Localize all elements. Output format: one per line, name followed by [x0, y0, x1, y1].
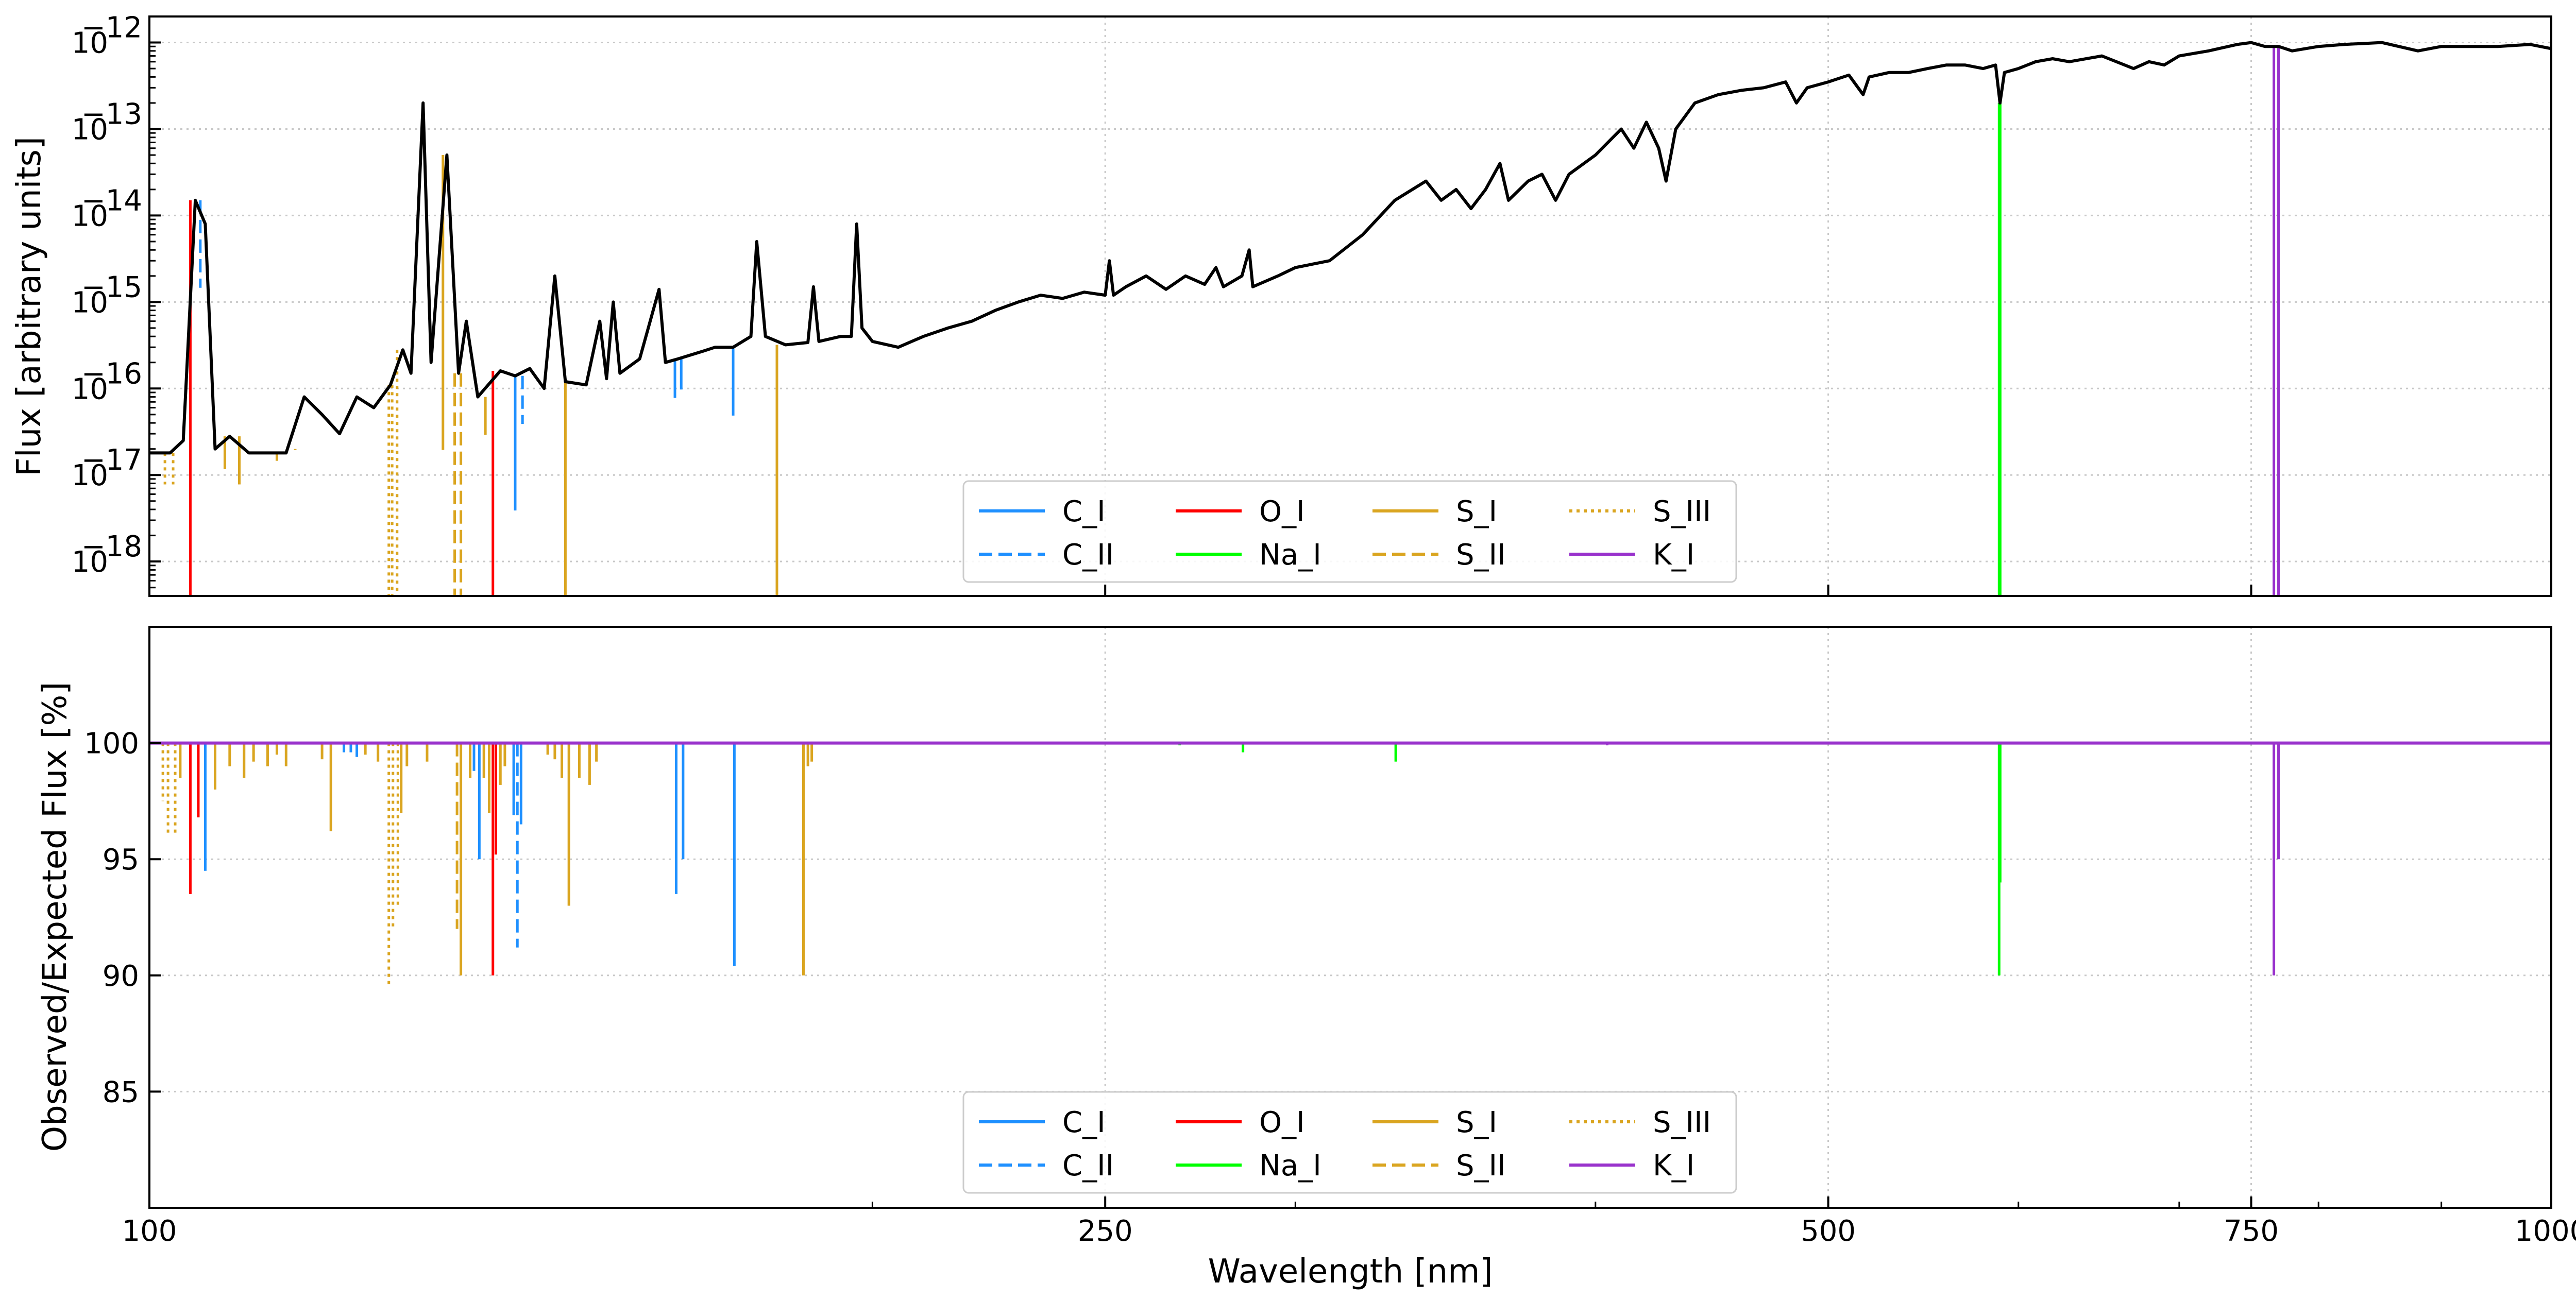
flux-y-tick-exponent: −12 — [81, 11, 142, 45]
flux-legend-label: C_II — [1062, 538, 1114, 572]
flux-y-tick-exponent: −15 — [81, 270, 142, 304]
ratio-legend: C_I C_II O_I Na_I S_I S_II S_III K_I — [962, 1091, 1737, 1194]
flux-y-tick-label: 10 — [72, 27, 108, 60]
ratio-y-tick-label: 90 — [103, 960, 139, 993]
ratio-y-tick-label: 95 — [103, 843, 139, 877]
flux-legend-label: C_I — [1062, 495, 1106, 528]
flux-y-tick-label: 10 — [72, 372, 108, 406]
ratio-legend-label: S_III — [1653, 1106, 1711, 1139]
flux-y-tick-exponent: −14 — [81, 184, 142, 217]
ratio-axes-frame — [148, 626, 2552, 1209]
ratio-y-tick-label: 85 — [103, 1075, 139, 1109]
ratio-legend-label: O_I — [1259, 1106, 1305, 1139]
ratio-legend-label: S_II — [1456, 1149, 1506, 1183]
flux-legend: C_I C_II O_I Na_I S_I S_II S_III K_I — [962, 480, 1737, 583]
ratio-absorption-lines — [149, 741, 2551, 987]
x-tick-label: 1000 — [2515, 1215, 2576, 1248]
flux-legend-label: Na_I — [1259, 538, 1321, 572]
flux-legend-box — [962, 480, 1737, 583]
x-axis-label: Wavelength [nm] — [1208, 1253, 1493, 1291]
ratio-y-tick-label: 100 — [84, 727, 139, 761]
ratio-panel: 85 90 95 100 100 250 500 750 1000 Observed/Expe… — [36, 626, 2576, 1291]
flux-absorption-lines — [163, 46, 2280, 596]
flux-y-tick-label: 10 — [72, 113, 108, 146]
flux-y-tick-exponent: −13 — [81, 97, 142, 131]
ratio-legend-label: Na_I — [1259, 1149, 1321, 1183]
flux-legend-label: O_I — [1259, 495, 1305, 528]
flux-spectrum — [149, 41, 2551, 455]
flux-legend-label: S_III — [1653, 495, 1711, 528]
flux-spectrum-line — [149, 41, 2551, 455]
ratio-legend-label: C_II — [1062, 1149, 1114, 1183]
ratio-y-axis-label: Observed/Expected Flux [%] — [36, 682, 74, 1152]
x-tick-label: 250 — [1078, 1215, 1133, 1248]
flux-y-tick-exponent: −16 — [81, 357, 142, 390]
flux-legend-label: K_I — [1653, 538, 1694, 572]
ratio-legend-label: S_I — [1456, 1106, 1497, 1139]
ratio-y-ticks: 85 90 95 100 — [84, 727, 161, 1109]
ratio-x-ticks: 100 250 500 750 1000 — [122, 1196, 2576, 1248]
x-tick-label: 750 — [2224, 1215, 2279, 1248]
flux-y-tick-label: 10 — [72, 545, 108, 579]
ratio-legend-label: K_I — [1653, 1149, 1694, 1183]
flux-y-axis-label: Flux [arbitrary units] — [10, 136, 48, 476]
flux-legend-label: S_II — [1456, 538, 1506, 572]
x-tick-label: 500 — [1801, 1215, 1856, 1248]
flux-y-tick-label: 10 — [72, 286, 108, 319]
x-tick-label: 100 — [122, 1215, 177, 1248]
flux-y-tick-exponent: −18 — [81, 530, 142, 563]
flux-y-tick-exponent: −17 — [81, 443, 142, 477]
flux-y-tick-label: 10 — [72, 459, 108, 492]
flux-y-tick-label: 10 — [72, 199, 108, 233]
flux-legend-label: S_I — [1456, 495, 1497, 528]
ratio-legend-label: C_I — [1062, 1106, 1106, 1139]
flux-x-ticks — [148, 585, 2552, 596]
ratio-legend-box — [962, 1091, 1737, 1194]
